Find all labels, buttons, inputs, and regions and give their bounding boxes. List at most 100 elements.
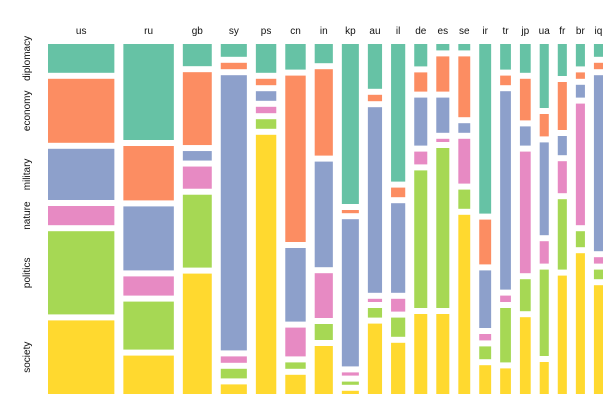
row-label-politics: politics: [22, 258, 33, 289]
tile-ir-society: [479, 365, 492, 394]
tile-gb-nature: [182, 166, 212, 189]
tile-fr-society: [557, 275, 567, 394]
tile-us-nature: [48, 206, 115, 226]
tile-br-military: [575, 84, 585, 98]
tile-il-diplomacy: [391, 44, 406, 182]
column-label-gb: gb: [192, 26, 204, 37]
tile-au-economy: [367, 94, 383, 102]
tile-gb-diplomacy: [182, 44, 212, 67]
tile-jp-society: [519, 317, 531, 394]
tile-de-society: [414, 314, 428, 394]
tile-il-nature: [391, 298, 406, 312]
tile-au-society: [367, 323, 383, 394]
tile-au-diplomacy: [367, 44, 383, 89]
tile-ps-nature: [255, 106, 277, 114]
tile-kp-society: [341, 390, 359, 394]
tile-ua-military: [539, 142, 549, 236]
tile-tr-nature: [500, 295, 511, 302]
row-label-economy: economy: [22, 91, 33, 132]
tile-ru-society: [123, 355, 174, 394]
column-label-cn: cn: [290, 26, 301, 37]
tile-ru-military: [123, 206, 174, 271]
column-label-sy: sy: [229, 26, 239, 37]
tile-tr-diplomacy: [500, 44, 511, 70]
tile-ru-economy: [123, 146, 174, 201]
tile-tr-society: [500, 368, 511, 394]
column-label-jp: jp: [520, 26, 529, 37]
tile-se-politics: [458, 189, 471, 209]
row-label-military: military: [22, 159, 33, 191]
tile-iq-economy: [593, 62, 603, 70]
tile-sy-military: [220, 75, 247, 351]
tile-de-economy: [414, 72, 428, 92]
tile-iq-military: [593, 75, 603, 252]
tile-ua-society: [539, 362, 549, 394]
tile-ua-diplomacy: [539, 44, 549, 108]
tile-se-diplomacy: [458, 44, 471, 51]
tile-iq-society: [593, 285, 603, 394]
tile-kp-diplomacy: [341, 44, 359, 204]
tile-br-nature: [575, 103, 585, 226]
tile-es-diplomacy: [436, 44, 450, 51]
column-label-se: se: [459, 26, 470, 37]
column-label-ir: ir: [482, 26, 488, 37]
column-label-il: il: [396, 26, 400, 37]
tile-es-society: [436, 314, 450, 394]
tile-iq-politics: [593, 269, 603, 280]
tile-de-diplomacy: [414, 44, 428, 67]
row-labels: diplomacy economy military nature politics so…: [22, 36, 33, 373]
tile-es-politics: [436, 148, 450, 308]
tile-ua-politics: [539, 269, 549, 356]
tile-us-military: [48, 148, 115, 200]
tile-kp-military: [341, 219, 359, 367]
column-label-de: de: [415, 26, 427, 37]
tile-br-politics: [575, 231, 585, 248]
tile-au-military: [367, 107, 383, 293]
tile-de-politics: [414, 170, 428, 308]
tile-tr-politics: [500, 308, 511, 363]
tile-ir-politics: [479, 346, 492, 360]
row-label-diplomacy: diplomacy: [22, 36, 33, 81]
tile-fr-nature: [557, 161, 567, 194]
tile-jp-politics: [519, 279, 531, 312]
tile-br-diplomacy: [575, 44, 585, 67]
tile-jp-diplomacy: [519, 44, 531, 73]
column-label-in: in: [320, 26, 328, 37]
tile-es-economy: [436, 56, 450, 92]
column-label-ua: ua: [539, 26, 551, 37]
row-label-nature: nature: [22, 201, 33, 230]
tile-sy-diplomacy: [220, 44, 247, 57]
tile-ru-nature: [123, 276, 174, 296]
column-label-us: us: [76, 26, 87, 37]
tile-in-economy: [314, 69, 333, 156]
tile-se-society: [458, 214, 471, 394]
tile-us-politics: [48, 231, 115, 315]
tile-de-military: [414, 97, 428, 146]
column-labels: us ru gb sy ps cn in kp au il de es se ir tr jp ua fr br iq: [76, 26, 602, 37]
tile-jp-military: [519, 126, 531, 146]
row-label-society: society: [22, 342, 33, 373]
tile-cn-diplomacy: [285, 44, 306, 70]
tile-in-military: [314, 161, 333, 268]
column-label-iq: iq: [595, 26, 603, 37]
tile-se-economy: [458, 56, 471, 118]
column-label-ps: ps: [261, 26, 272, 37]
column-label-br: br: [576, 26, 586, 37]
tile-ir-economy: [479, 219, 492, 265]
tile-ps-diplomacy: [255, 44, 277, 73]
tile-il-economy: [391, 187, 406, 198]
tile-us-economy: [48, 78, 115, 143]
tile-sy-politics: [220, 368, 247, 379]
tile-ua-nature: [539, 241, 549, 264]
tile-se-military: [458, 123, 471, 133]
tile-ir-diplomacy: [479, 44, 492, 214]
tile-ir-nature: [479, 334, 492, 341]
column-label-es: es: [438, 26, 449, 37]
column-label-fr: fr: [559, 26, 566, 37]
tile-br-economy: [575, 72, 585, 79]
tile-au-nature: [367, 298, 383, 302]
tile-es-military: [436, 97, 450, 133]
tile-cn-military: [285, 248, 306, 322]
tile-fr-politics: [557, 199, 567, 270]
